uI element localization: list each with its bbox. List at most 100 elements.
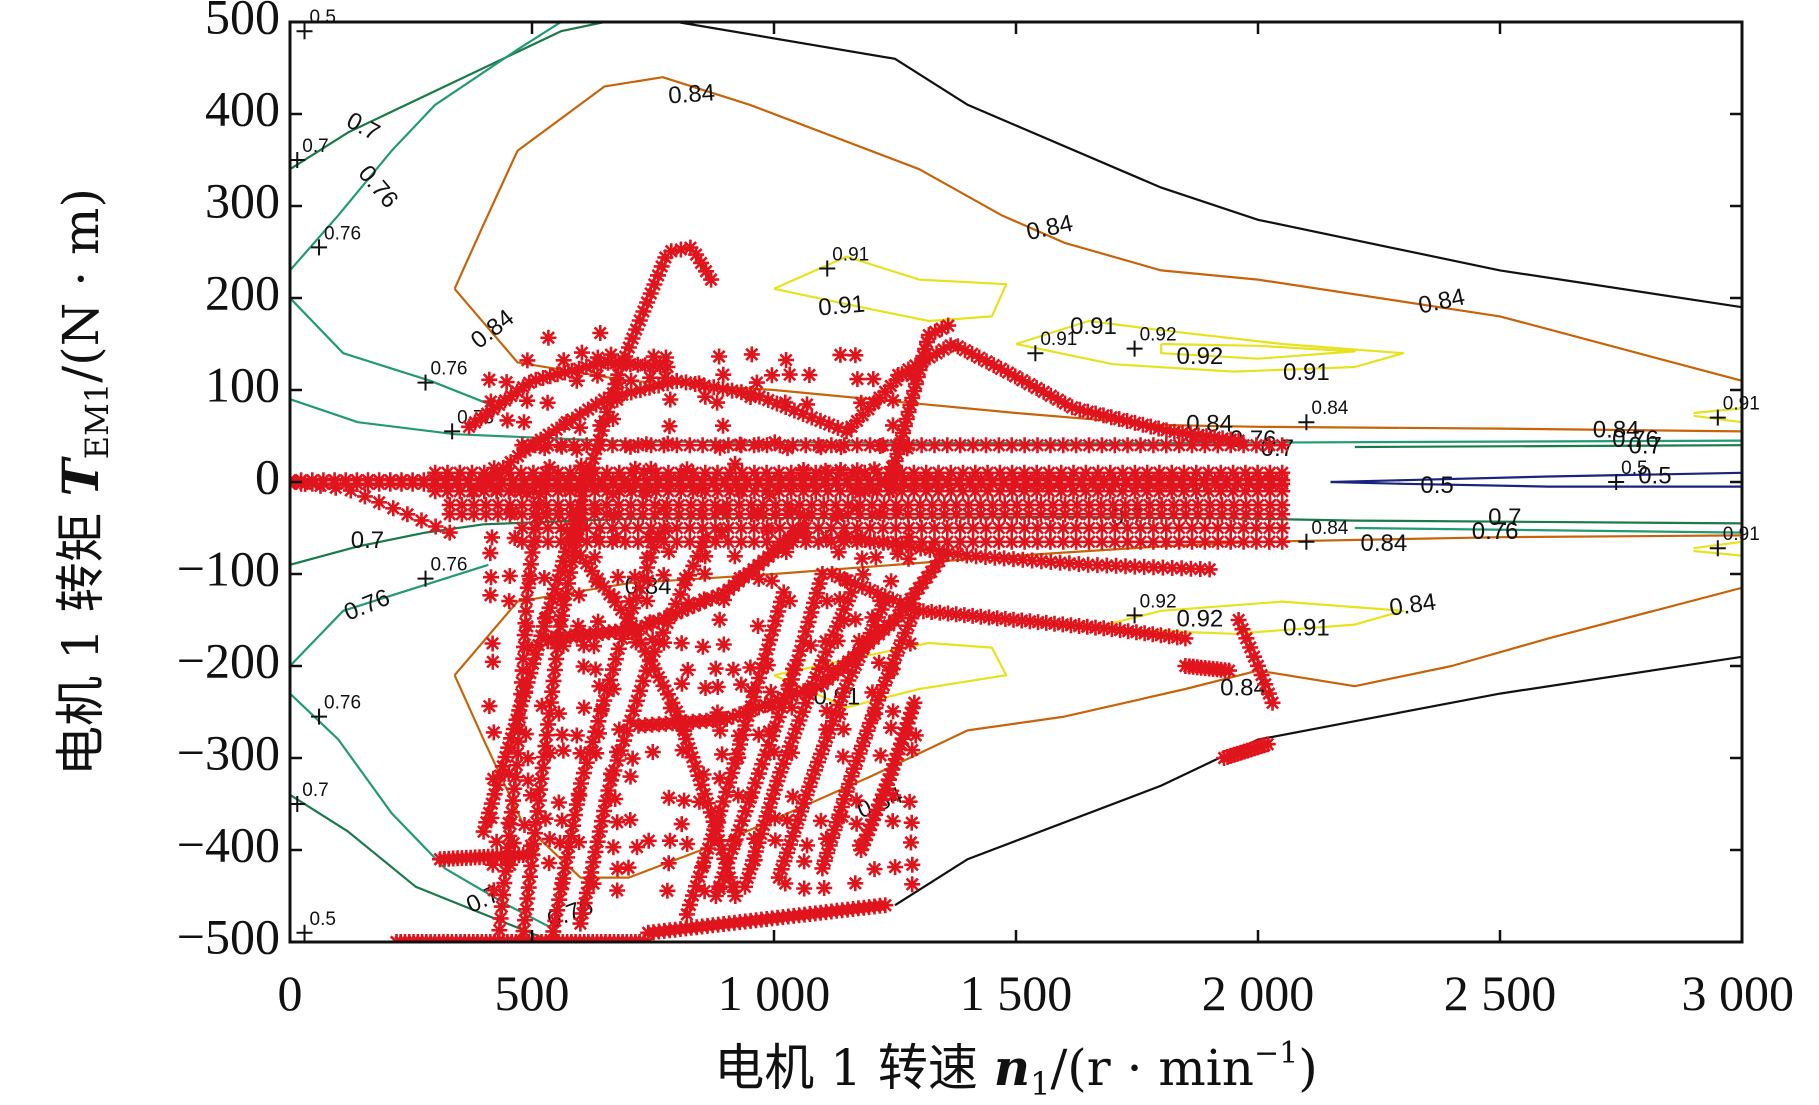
contour-label: 0.76 <box>1612 426 1659 453</box>
operating-point <box>656 369 673 386</box>
operating-point <box>610 497 627 513</box>
operating-point <box>808 585 825 602</box>
operating-point <box>772 764 789 781</box>
operating-point <box>613 601 630 618</box>
operating-point <box>1024 552 1041 569</box>
operating-point <box>1132 437 1149 454</box>
y-axis-title: 电机 1 转矩 TEM1/(N · m) <box>51 188 116 776</box>
operating-point <box>609 743 625 760</box>
operating-point <box>506 780 523 797</box>
operating-point <box>513 686 530 703</box>
operating-point <box>835 748 852 765</box>
operating-point <box>730 727 747 744</box>
operating-point <box>1166 423 1183 440</box>
operating-point <box>679 662 696 678</box>
operating-point <box>693 776 710 793</box>
operating-point <box>1065 483 1082 500</box>
operating-point <box>558 414 575 430</box>
operating-point <box>821 416 838 433</box>
operating-point <box>1103 409 1120 426</box>
operating-point <box>891 741 908 757</box>
operating-point <box>659 435 676 452</box>
operating-point <box>960 506 977 523</box>
operating-point <box>609 391 626 408</box>
operating-point <box>659 686 676 703</box>
operating-point <box>657 349 674 366</box>
operating-point <box>851 745 868 762</box>
operating-point <box>1030 614 1047 631</box>
operating-point <box>778 544 795 560</box>
operating-point <box>553 438 570 455</box>
operating-point <box>623 617 640 634</box>
operating-point <box>991 464 1008 481</box>
operating-point <box>849 437 866 454</box>
operating-point <box>738 704 754 720</box>
operating-point <box>556 480 573 497</box>
operating-point <box>638 484 655 501</box>
operating-point <box>1261 533 1278 550</box>
operating-point <box>540 716 557 733</box>
operating-point <box>726 548 743 565</box>
operating-point <box>661 418 678 435</box>
operating-point <box>874 786 891 803</box>
probe-marker <box>289 152 306 168</box>
operating-point <box>783 699 800 716</box>
operating-point <box>1046 615 1063 632</box>
operating-point <box>348 475 365 492</box>
operating-point <box>978 533 994 550</box>
operating-point <box>637 643 654 660</box>
operating-point <box>900 497 917 513</box>
operating-point <box>1201 497 1218 513</box>
operating-point <box>949 338 966 355</box>
operating-point <box>918 483 935 500</box>
probe-label: 0.92 <box>1140 591 1177 612</box>
operating-point <box>1151 464 1168 481</box>
operating-point <box>1222 520 1239 536</box>
operating-point <box>591 823 608 840</box>
operating-point <box>913 437 930 454</box>
operating-point <box>1235 520 1252 536</box>
operating-point <box>724 382 741 399</box>
operating-point <box>989 610 1006 627</box>
probe-label: 0.92 <box>1140 325 1177 346</box>
operating-point <box>888 506 905 523</box>
operating-point <box>900 550 917 567</box>
operating-point <box>663 243 680 260</box>
operating-point <box>839 592 856 609</box>
operating-point <box>754 756 771 773</box>
operating-point <box>799 837 815 854</box>
contour-label: 0.5 <box>1420 472 1453 499</box>
operating-point <box>549 902 566 919</box>
probe-marker <box>311 708 328 725</box>
operating-point <box>578 555 595 572</box>
operating-point <box>484 653 501 670</box>
operating-point <box>844 464 861 481</box>
y-tick-label: 0 <box>255 448 280 504</box>
operating-point <box>793 803 809 820</box>
operating-point <box>555 553 572 570</box>
operating-point <box>1000 364 1017 381</box>
operating-point <box>550 497 567 513</box>
operating-point <box>515 650 532 667</box>
operating-point <box>875 534 892 551</box>
operating-point <box>789 685 806 702</box>
operating-point <box>721 869 738 886</box>
operating-point <box>869 585 886 602</box>
operating-point <box>799 396 815 413</box>
operating-point <box>1274 520 1291 536</box>
operating-point <box>427 518 444 535</box>
operating-point <box>906 694 923 711</box>
operating-point <box>584 563 600 580</box>
operating-point <box>603 765 619 782</box>
operating-point <box>1028 464 1045 481</box>
operating-point <box>894 730 911 747</box>
operating-point <box>819 593 835 610</box>
operating-point <box>593 813 610 830</box>
operating-point <box>849 462 866 479</box>
operating-point <box>622 812 639 828</box>
operating-point <box>885 787 902 804</box>
operating-point <box>685 557 702 574</box>
operating-point <box>733 384 750 401</box>
operating-point <box>646 660 663 677</box>
operating-point <box>894 632 911 649</box>
